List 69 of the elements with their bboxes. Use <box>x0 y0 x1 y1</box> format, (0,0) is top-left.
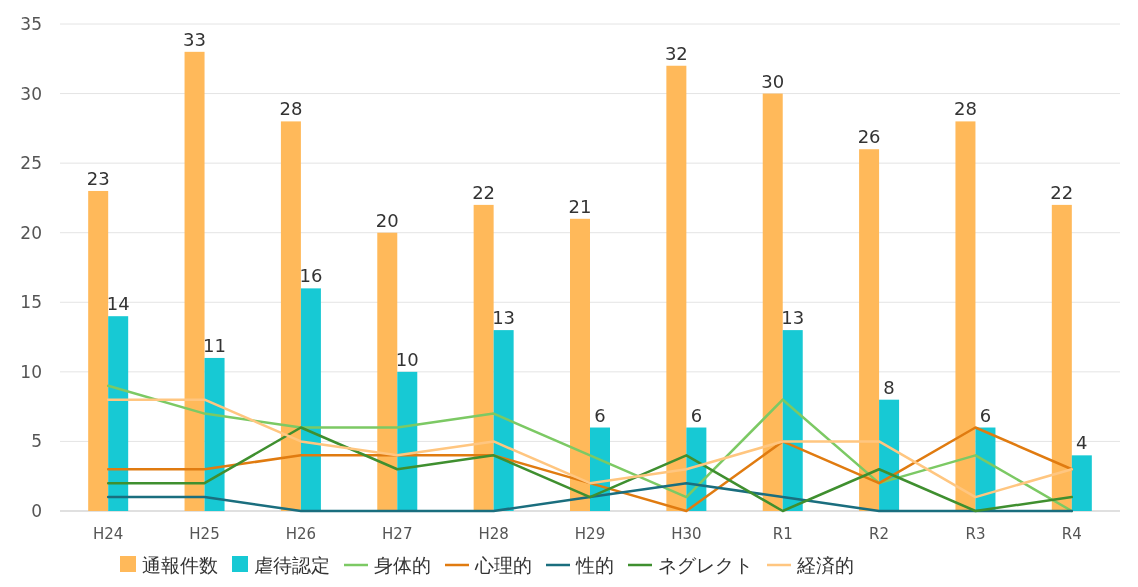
data-label: 16 <box>299 265 323 287</box>
legend-label: 経済的 <box>796 554 854 576</box>
bar <box>300 288 321 511</box>
x-tick-label: H27 <box>382 525 413 543</box>
legend-label: 通報件数 <box>142 554 218 576</box>
y-tick-label: 0 <box>31 501 42 521</box>
x-tick-label: R3 <box>965 525 986 543</box>
bar <box>204 357 225 511</box>
data-label: 32 <box>664 42 688 64</box>
bar <box>570 218 590 511</box>
data-label: 14 <box>106 293 130 315</box>
legend-label: 身体的 <box>374 554 431 576</box>
y-tick-label: 10 <box>20 361 42 382</box>
x-tick-label: H28 <box>478 525 509 543</box>
legend-label: ネグレクト <box>658 554 753 576</box>
bar <box>666 65 687 511</box>
x-tick-label: H25 <box>189 525 220 543</box>
data-label: 8 <box>883 376 895 398</box>
bar <box>879 399 900 511</box>
bar <box>762 93 783 511</box>
x-tick-label: R4 <box>1061 525 1082 543</box>
y-tick-label: 15 <box>20 292 42 313</box>
data-label: 21 <box>568 195 592 217</box>
data-label: 4 <box>1076 432 1088 454</box>
data-label: 13 <box>781 307 805 329</box>
bar <box>88 190 109 511</box>
y-tick-label: 30 <box>20 83 42 104</box>
data-label: 6 <box>594 404 606 426</box>
x-tick-label: H30 <box>671 525 702 543</box>
bar <box>473 204 494 511</box>
data-label: 11 <box>203 334 226 356</box>
x-tick-label: H26 <box>285 525 317 543</box>
y-tick-label: 25 <box>20 153 42 174</box>
bar <box>280 121 301 511</box>
line-series <box>106 426 1074 513</box>
legend-label: 虐待認定 <box>254 554 330 576</box>
x-tick-label: H29 <box>574 525 606 543</box>
legend-label: 心理的 <box>474 554 532 576</box>
bar <box>377 232 398 511</box>
data-label: 33 <box>183 28 206 50</box>
data-label: 23 <box>86 167 110 189</box>
legend-label: 性的 <box>575 554 614 576</box>
bar <box>108 316 129 511</box>
bar <box>1051 204 1072 511</box>
data-label: 30 <box>761 70 785 92</box>
x-tick-label: R1 <box>772 525 793 543</box>
data-label: 20 <box>375 209 399 231</box>
data-label: 13 <box>492 307 516 329</box>
line-series <box>106 398 1074 499</box>
data-label: 26 <box>857 126 881 148</box>
data-label: 28 <box>279 98 303 120</box>
x-tick-label: H24 <box>92 525 124 543</box>
bar <box>782 330 803 511</box>
y-tick-label: 5 <box>31 431 42 452</box>
data-label: 10 <box>395 348 419 370</box>
bar <box>493 330 514 511</box>
data-label: 28 <box>954 98 977 120</box>
y-tick-label: 20 <box>20 222 42 243</box>
bar <box>184 51 205 511</box>
data-label: 22 <box>1050 181 1074 203</box>
data-label: 6 <box>690 404 703 426</box>
y-tick-label: 35 <box>20 14 42 34</box>
bar <box>397 371 418 511</box>
bar <box>1071 455 1092 511</box>
data-label: 22 <box>472 181 496 203</box>
x-tick-label: R2 <box>869 525 890 543</box>
data-label: 6 <box>979 404 992 426</box>
bar <box>859 149 880 511</box>
bar <box>955 121 976 511</box>
